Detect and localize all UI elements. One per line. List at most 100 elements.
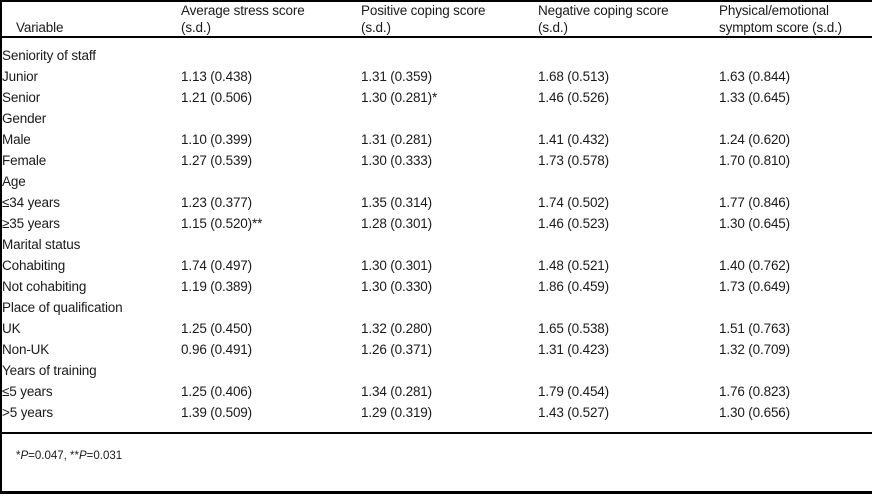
table-row: ≥35 years 1.15 (0.520)** 1.28 (0.301) 1.46 … bbox=[2, 213, 872, 234]
table-row: ≤5 years 1.25 (0.406) 1.34 (0.281) 1.79 (0.… bbox=[2, 381, 872, 402]
row-label: Female bbox=[2, 153, 47, 168]
table-row: Senior 1.21 (0.506) 1.30 (0.281)* 1.46 (0.5… bbox=[2, 87, 872, 108]
header-physical-emotional-score: Physical/emotional symptom score (s.d.) bbox=[719, 2, 872, 38]
footnote: *P=0.047, **P=0.031 bbox=[2, 432, 872, 478]
cell-value: 1.31 (0.423) bbox=[538, 342, 609, 357]
table-row: Male 1.10 (0.399) 1.31 (0.281) 1.41 (0.432)… bbox=[2, 129, 872, 150]
header-line: (s.d.) bbox=[361, 20, 391, 35]
table-body: Seniority of staff Junior 1.13 (0.438) 1.31… bbox=[2, 37, 872, 432]
group-row: Place of qualification bbox=[2, 297, 872, 318]
row-label: >5 years bbox=[2, 405, 53, 420]
cell-value: 1.27 (0.539) bbox=[181, 153, 252, 168]
group-row: Years of training bbox=[2, 360, 872, 381]
cell-value: 1.31 (0.281) bbox=[361, 132, 432, 147]
footnote-asterisk: * bbox=[16, 450, 21, 462]
cell-value: 1.32 (0.709) bbox=[719, 342, 790, 357]
cell-value: 0.96 (0.491) bbox=[181, 342, 252, 357]
cell-value: 1.40 (0.762) bbox=[719, 258, 790, 273]
cell-value: 1.73 (0.578) bbox=[538, 153, 609, 168]
stats-table: Variable Average stress score (s.d.) Pos… bbox=[2, 2, 872, 432]
cell-value: 1.73 (0.649) bbox=[719, 279, 790, 294]
row-label: Male bbox=[2, 132, 31, 147]
header-variable: Variable bbox=[2, 2, 181, 38]
header-average-stress-score: Average stress score (s.d.) bbox=[181, 2, 361, 38]
footnote-value: =0.031 bbox=[86, 450, 123, 462]
cell-value: 1.28 (0.301) bbox=[361, 216, 432, 231]
cell-value: 1.74 (0.497) bbox=[181, 258, 252, 273]
cell-value: 1.68 (0.513) bbox=[538, 69, 609, 84]
cell-value: 1.33 (0.645) bbox=[719, 90, 790, 105]
header-line: Negative coping score bbox=[538, 3, 669, 18]
row-label: Non-UK bbox=[2, 342, 50, 357]
cell-value: 1.19 (0.389) bbox=[181, 279, 252, 294]
cell-value: 1.74 (0.502) bbox=[538, 195, 609, 210]
group-label: Age bbox=[2, 174, 26, 189]
cell-value: 1.51 (0.763) bbox=[719, 321, 790, 336]
group-label: Gender bbox=[2, 111, 47, 126]
cell-value: 1.70 (0.810) bbox=[719, 153, 790, 168]
cell-value: 1.46 (0.523) bbox=[538, 216, 609, 231]
group-row: Age bbox=[2, 171, 872, 192]
cell-value: 1.25 (0.406) bbox=[181, 384, 252, 399]
cell-value: 1.10 (0.399) bbox=[181, 132, 252, 147]
cell-value: 1.31 (0.359) bbox=[361, 69, 432, 84]
cell-value: 1.48 (0.521) bbox=[538, 258, 609, 273]
table-row: >5 years 1.39 (0.509) 1.29 (0.319) 1.43 (0.… bbox=[2, 402, 872, 432]
cell-value: 1.21 (0.506) bbox=[181, 90, 252, 105]
header-line: Variable bbox=[16, 20, 64, 35]
group-label: Marital status bbox=[2, 237, 81, 252]
row-label: Junior bbox=[2, 69, 38, 84]
cell-value: 1.25 (0.450) bbox=[181, 321, 252, 336]
header-line: Positive coping score bbox=[361, 3, 486, 18]
cell-value: 1.79 (0.454) bbox=[538, 384, 609, 399]
group-row: Gender bbox=[2, 108, 872, 129]
cell-value: 1.30 (0.333) bbox=[361, 153, 432, 168]
row-label: Cohabiting bbox=[2, 258, 66, 273]
cell-value: 1.13 (0.438) bbox=[181, 69, 252, 84]
group-row: Seniority of staff bbox=[2, 37, 872, 66]
cell-value: 1.41 (0.432) bbox=[538, 132, 609, 147]
cell-value: 1.26 (0.371) bbox=[361, 342, 432, 357]
cell-value: 1.30 (0.330) bbox=[361, 279, 432, 294]
cell-value: 1.63 (0.844) bbox=[719, 69, 790, 84]
cell-value: 1.34 (0.281) bbox=[361, 384, 432, 399]
cell-value: 1.30 (0.281)* bbox=[361, 90, 438, 105]
footnote-asterisk: ** bbox=[70, 450, 79, 462]
header-line: Physical/emotional bbox=[719, 3, 829, 18]
row-label: UK bbox=[2, 321, 21, 336]
cell-value: 1.46 (0.526) bbox=[538, 90, 609, 105]
table-row: UK 1.25 (0.450) 1.32 (0.280) 1.65 (0.538) 1.… bbox=[2, 318, 872, 339]
cell-value: 1.23 (0.377) bbox=[181, 195, 252, 210]
table-row: Non-UK 0.96 (0.491) 1.26 (0.371) 1.31 (0.42… bbox=[2, 339, 872, 360]
header-line: Average stress score bbox=[181, 3, 305, 18]
row-label: ≥35 years bbox=[2, 216, 60, 231]
row-label: Senior bbox=[2, 90, 41, 105]
footnote-p-symbol: P bbox=[79, 450, 87, 462]
table-header: Variable Average stress score (s.d.) Pos… bbox=[2, 2, 872, 38]
table-row: Cohabiting 1.74 (0.497) 1.30 (0.301) 1.48 (… bbox=[2, 255, 872, 276]
cell-value: 1.43 (0.527) bbox=[538, 405, 609, 420]
header-row: Variable Average stress score (s.d.) Pos… bbox=[2, 2, 872, 38]
group-label: Seniority of staff bbox=[2, 48, 96, 63]
table-row: Not cohabiting 1.19 (0.389) 1.30 (0.330) 1.… bbox=[2, 276, 872, 297]
group-label: Years of training bbox=[2, 363, 97, 378]
cell-value: 1.65 (0.538) bbox=[538, 321, 609, 336]
cell-value: 1.86 (0.459) bbox=[538, 279, 609, 294]
table-row: Female 1.27 (0.539) 1.30 (0.333) 1.73 (0.57… bbox=[2, 150, 872, 171]
table-row: Junior 1.13 (0.438) 1.31 (0.359) 1.68 (0.51… bbox=[2, 66, 872, 87]
header-positive-coping-score: Positive coping score (s.d.) bbox=[361, 2, 538, 38]
cell-value: 1.30 (0.656) bbox=[719, 405, 790, 420]
header-negative-coping-score: Negative coping score (s.d.) bbox=[538, 2, 719, 38]
footnote-p-symbol: P bbox=[20, 450, 29, 462]
cell-value: 1.30 (0.301) bbox=[361, 258, 432, 273]
footnote-value: =0.047, bbox=[28, 450, 71, 462]
group-label: Place of qualification bbox=[2, 300, 123, 315]
row-label: Not cohabiting bbox=[2, 279, 87, 294]
group-row: Marital status bbox=[2, 234, 872, 255]
header-line: (s.d.) bbox=[538, 20, 568, 35]
row-label: ≤5 years bbox=[2, 384, 53, 399]
row-label: ≤34 years bbox=[2, 195, 60, 210]
cell-value: 1.77 (0.846) bbox=[719, 195, 790, 210]
cell-value: 1.24 (0.620) bbox=[719, 132, 790, 147]
